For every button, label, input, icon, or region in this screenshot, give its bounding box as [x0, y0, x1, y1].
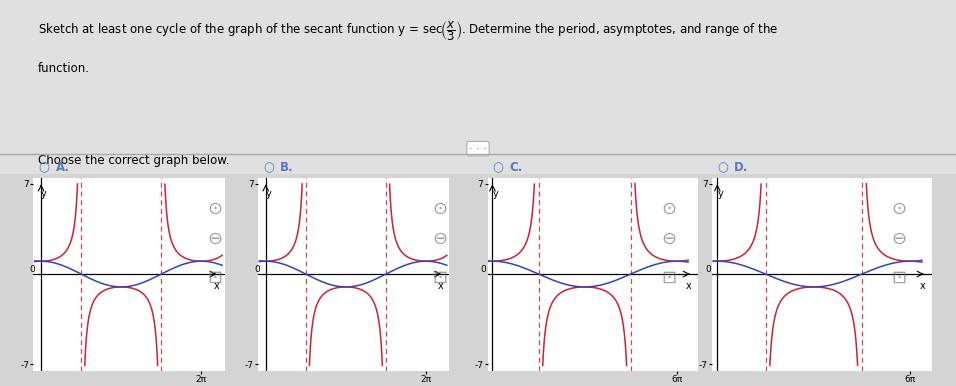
Text: ⊙: ⊙ — [207, 200, 223, 217]
Text: x: x — [686, 281, 692, 291]
Text: ⊖: ⊖ — [432, 230, 447, 248]
Text: 0: 0 — [706, 265, 711, 274]
Text: 0: 0 — [30, 265, 35, 274]
Text: A.: A. — [55, 161, 70, 174]
Text: C.: C. — [510, 161, 523, 174]
Text: ○: ○ — [717, 161, 728, 174]
Text: ⊡: ⊡ — [432, 269, 447, 287]
Text: ⊙: ⊙ — [662, 200, 677, 217]
Text: x: x — [213, 281, 219, 291]
Text: Choose the correct graph below.: Choose the correct graph below. — [38, 154, 229, 168]
Text: ○: ○ — [263, 161, 273, 174]
Text: ⊡: ⊡ — [207, 269, 223, 287]
Text: ⊙: ⊙ — [891, 200, 906, 217]
Text: 0: 0 — [481, 265, 487, 274]
Text: 0: 0 — [254, 265, 260, 274]
Text: y: y — [266, 189, 272, 199]
Text: y: y — [492, 189, 498, 199]
Text: Sketch at least one cycle of the graph of the secant function y = sec$\!\left(\d: Sketch at least one cycle of the graph o… — [38, 19, 779, 43]
Text: ⊖: ⊖ — [891, 230, 906, 248]
Text: ○: ○ — [38, 161, 49, 174]
Text: x: x — [920, 281, 925, 291]
Text: ⊡: ⊡ — [891, 269, 906, 287]
Text: y: y — [717, 189, 723, 199]
Text: ⊡: ⊡ — [662, 269, 677, 287]
Text: ⊖: ⊖ — [662, 230, 677, 248]
Text: x: x — [438, 281, 444, 291]
Text: y: y — [41, 189, 47, 199]
Text: function.: function. — [38, 62, 90, 75]
Text: D.: D. — [734, 161, 749, 174]
Text: · · ·: · · · — [469, 144, 487, 154]
Text: ⊙: ⊙ — [432, 200, 447, 217]
Text: ⊖: ⊖ — [207, 230, 223, 248]
Text: ○: ○ — [492, 161, 503, 174]
Text: B.: B. — [280, 161, 293, 174]
